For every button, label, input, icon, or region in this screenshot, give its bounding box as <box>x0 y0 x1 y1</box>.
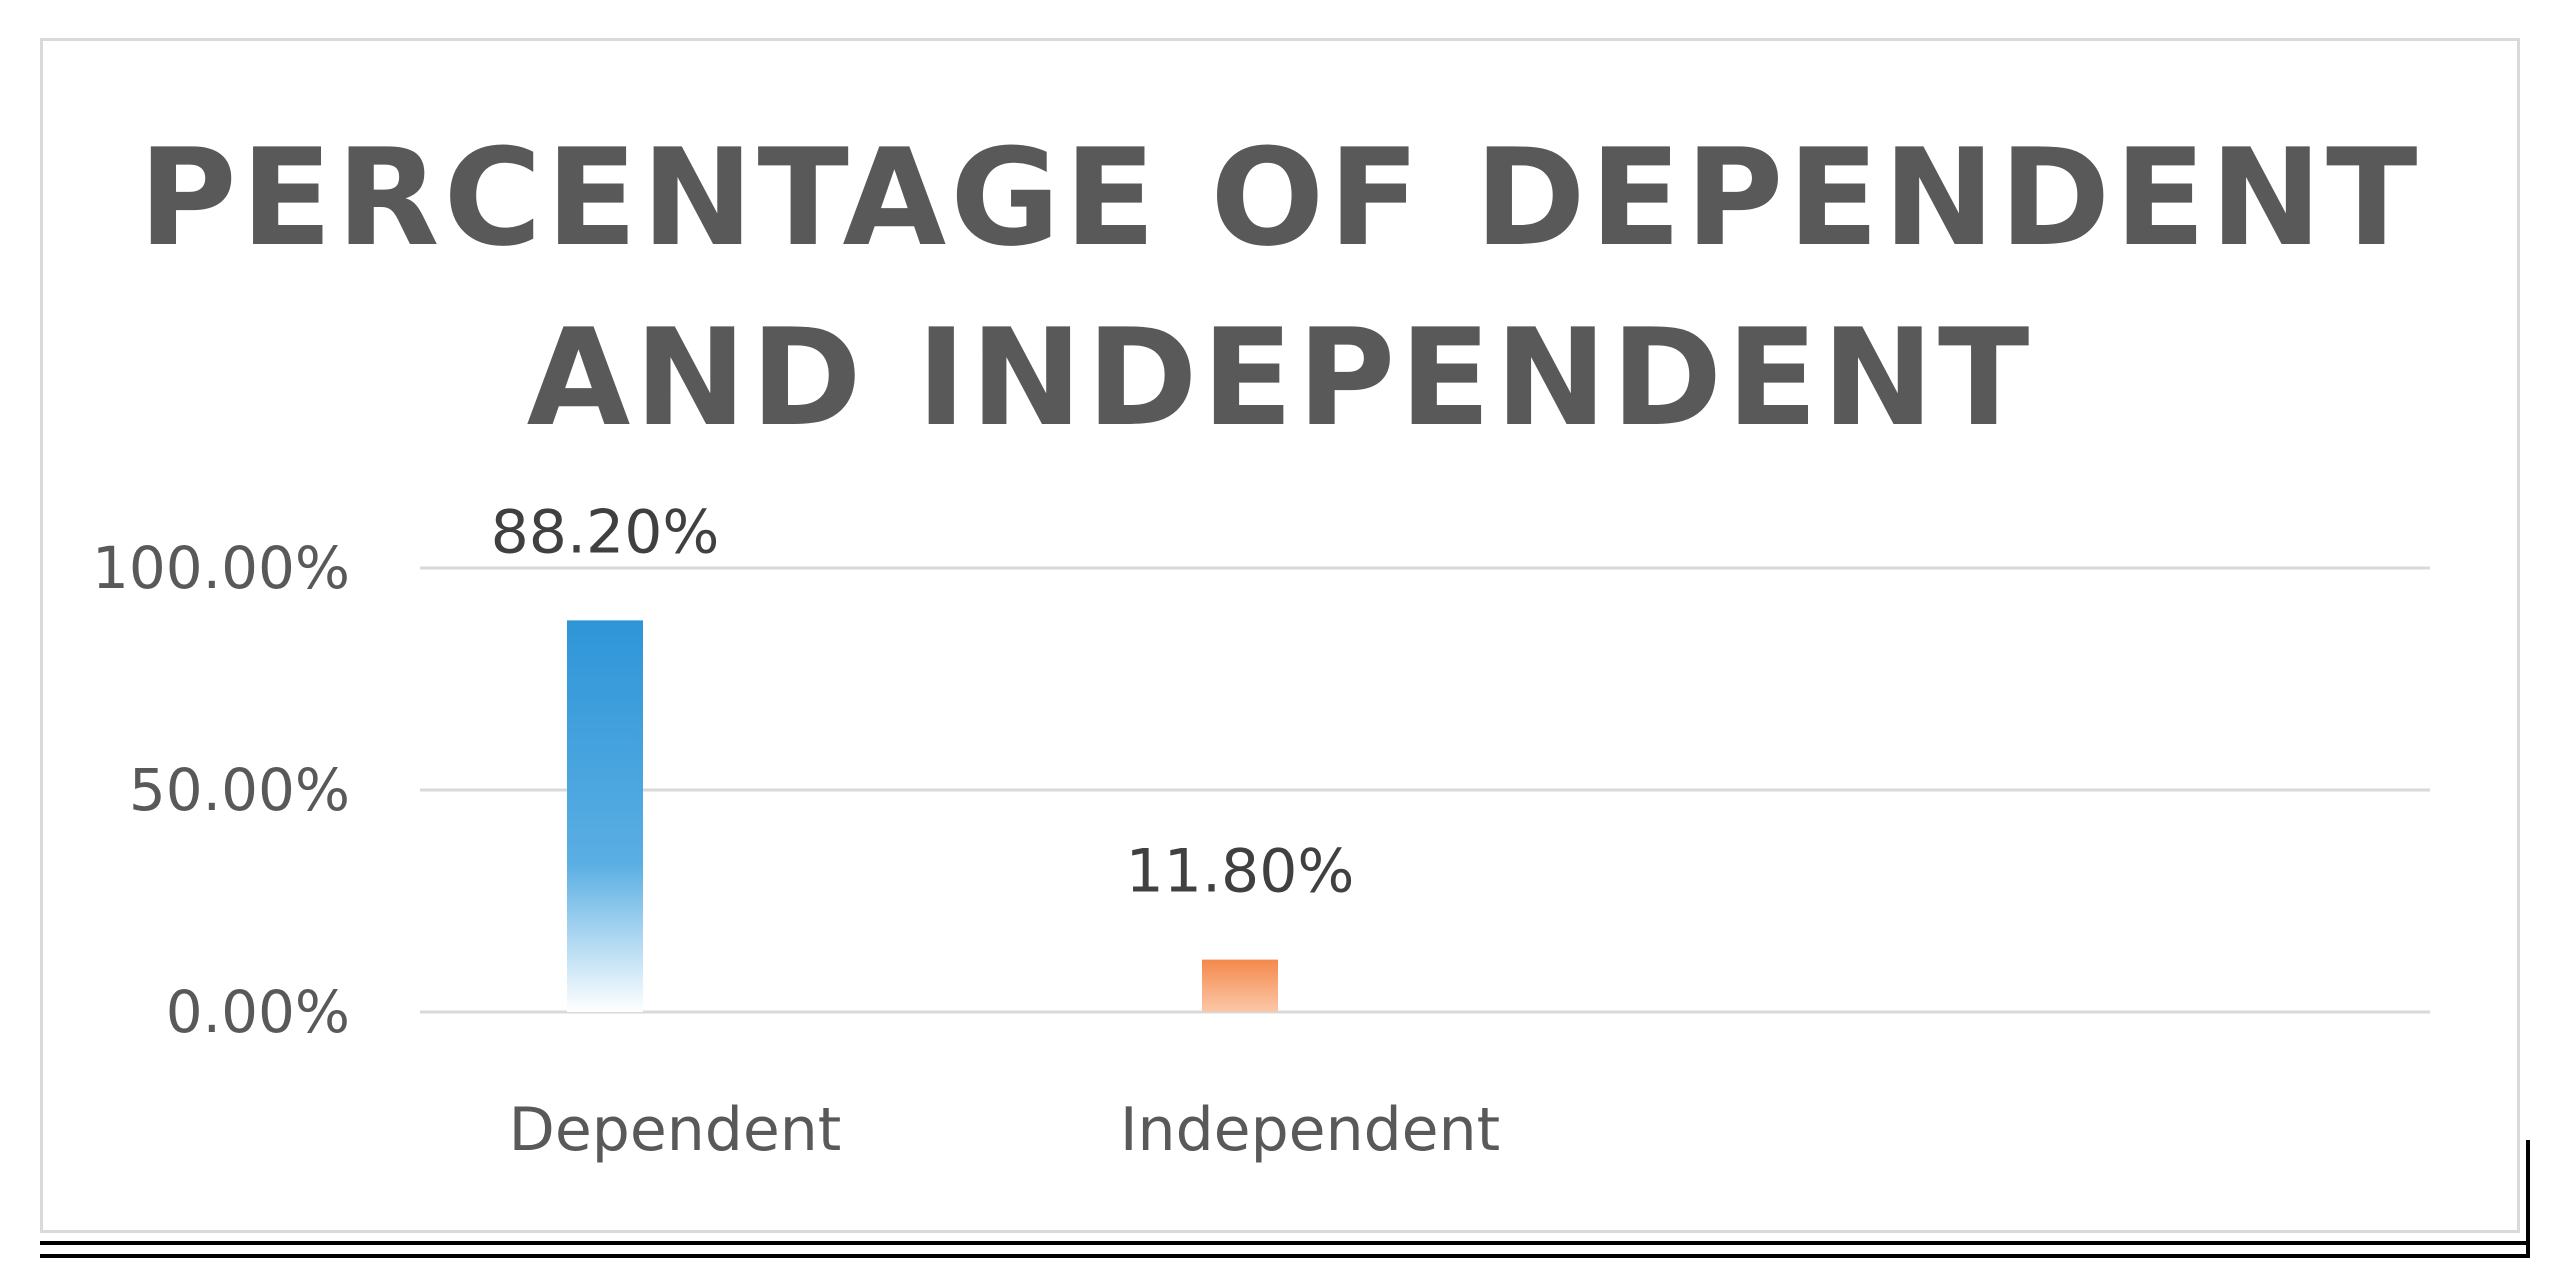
data-label-independent: 11.80% <box>1126 837 1355 907</box>
bar-dependent <box>567 620 643 1012</box>
bars <box>567 620 1278 1012</box>
chart-frame <box>40 38 2520 1233</box>
category-label-dependent: Dependent <box>509 1095 842 1165</box>
data-label-dependent: 88.20% <box>491 497 720 567</box>
y-axis-tick-labels: 0.00% 50.00% 100.00% <box>92 534 350 1046</box>
y-tick-label-2: 100.00% <box>92 534 350 602</box>
bar-independent <box>1202 959 1278 1012</box>
category-labels: Dependent Independent <box>509 1095 1501 1165</box>
y-tick-label-1: 50.00% <box>129 756 350 824</box>
gridlines <box>420 566 2430 1014</box>
category-label-independent: Independent <box>1120 1095 1500 1165</box>
data-labels: 88.20% 11.80% <box>491 497 1355 906</box>
chart-title-line-2: AND INDEPENDENT <box>527 300 2034 456</box>
chart-title-line-1: PERCENTAGE OF DEPENDENT <box>139 120 2422 276</box>
y-tick-label-0: 0.00% <box>166 978 350 1046</box>
